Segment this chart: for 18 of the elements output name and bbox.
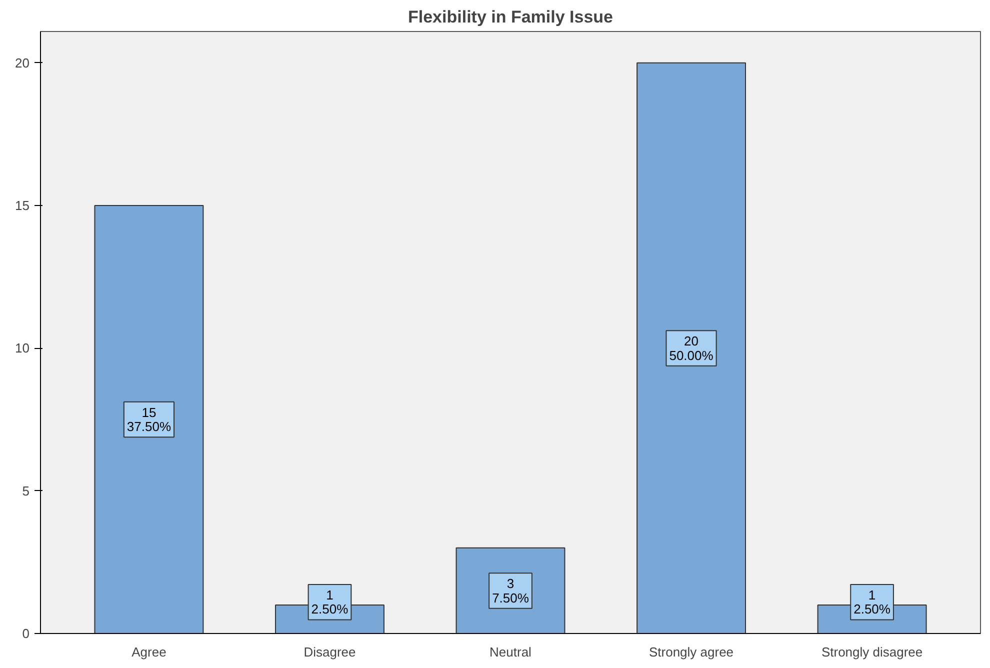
- data-label: 3 7.50%: [492, 576, 530, 606]
- data-label: 1 2.50%: [311, 587, 349, 617]
- y-tick-label: 5: [22, 483, 30, 498]
- x-tick-label: Strongly disagree: [821, 644, 923, 660]
- x-tick-label: Disagree: [304, 644, 356, 660]
- data-label: 1 2.50%: [854, 587, 891, 617]
- x-tick-label: Strongly agree: [648, 644, 734, 660]
- y-tick-label: 10: [15, 340, 30, 356]
- y-tick-label: 15: [15, 198, 30, 214]
- data-label: 15 37.50%: [126, 404, 172, 434]
- y-tick-label: 0: [22, 626, 30, 641]
- chart-title: Flexibility in Family Issue: [408, 8, 614, 26]
- bar: [636, 62, 746, 634]
- x-tick-label: Neutral: [490, 644, 532, 660]
- data-label: 20 50.00%: [669, 334, 714, 363]
- y-tick-label: 20: [15, 55, 30, 70]
- bar: [94, 205, 204, 634]
- x-tick-label: Agree: [132, 644, 166, 660]
